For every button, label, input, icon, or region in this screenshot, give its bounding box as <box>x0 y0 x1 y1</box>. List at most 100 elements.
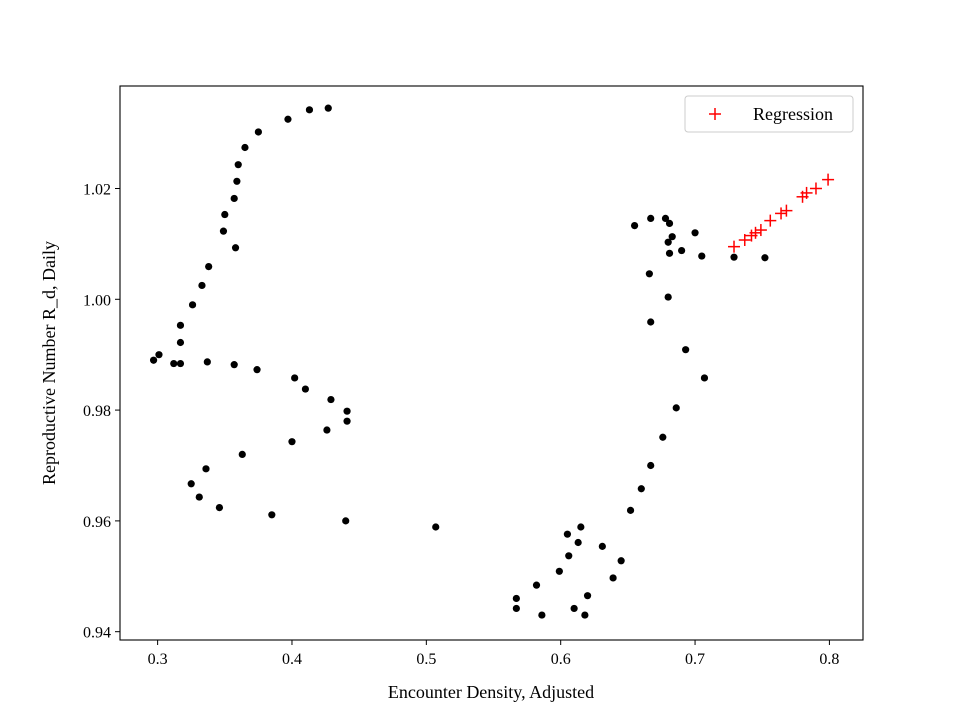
data-point <box>583 592 592 600</box>
data-point <box>324 104 332 112</box>
data-point <box>288 438 296 446</box>
regression-point <box>809 182 822 195</box>
data-point <box>565 552 573 560</box>
data-point <box>343 407 351 415</box>
y-axis-label: Reproductive Number R_d, Daily <box>39 241 59 485</box>
legend-box <box>684 95 854 133</box>
data-point <box>682 346 690 354</box>
data-point <box>170 359 178 368</box>
data-point <box>659 433 667 441</box>
regression-point <box>749 226 762 239</box>
x-axis: 0.3 0.4 0.5 0.6 0.7 0.8 <box>148 640 839 668</box>
data-point <box>563 530 572 538</box>
regression-point <box>764 214 777 227</box>
data-point <box>284 115 292 123</box>
y-tick-label: 0.98 <box>83 403 111 420</box>
y-tick-label: 0.96 <box>83 514 111 531</box>
data-point <box>187 480 195 488</box>
data-point <box>532 581 541 589</box>
data-point <box>188 301 197 309</box>
data-point <box>698 252 706 260</box>
data-point <box>647 318 655 326</box>
data-point <box>668 233 676 241</box>
data-point <box>291 374 299 382</box>
x-axis-label: Encounter Density, Adjusted <box>388 682 594 702</box>
x-tick-label: 0.4 <box>282 651 302 668</box>
data-point <box>323 426 331 434</box>
data-point <box>512 594 520 603</box>
data-point <box>202 465 210 473</box>
data-point <box>630 222 639 230</box>
data-point <box>645 270 653 278</box>
data-point <box>176 338 185 347</box>
x-tick-label: 0.7 <box>685 651 705 668</box>
data-point <box>665 249 674 257</box>
data-point <box>598 542 606 550</box>
legend: Regression <box>684 95 854 133</box>
data-point <box>205 263 213 271</box>
data-point <box>305 106 314 114</box>
data-point <box>761 254 769 262</box>
data-point <box>617 557 625 565</box>
data-point <box>233 177 241 185</box>
data-point <box>661 214 670 223</box>
data-point <box>343 417 351 425</box>
regression-point <box>822 173 835 186</box>
y-tick-label: 1.02 <box>83 181 111 198</box>
data-point <box>637 485 645 493</box>
data-point <box>230 194 238 203</box>
data-point <box>665 219 674 227</box>
data-point <box>577 523 585 531</box>
data-point <box>155 351 163 359</box>
data-point <box>149 356 158 364</box>
data-point <box>327 395 335 404</box>
data-point <box>570 604 578 613</box>
data-point <box>241 143 249 152</box>
data-point <box>254 128 262 136</box>
data-point <box>176 359 185 368</box>
data-point <box>176 321 185 329</box>
regression-point <box>800 186 813 199</box>
data-point <box>238 450 246 459</box>
x-tick-label: 0.8 <box>819 651 839 668</box>
data-point <box>538 611 546 619</box>
data-point <box>678 246 686 255</box>
data-point <box>647 461 655 470</box>
data-point <box>203 358 211 366</box>
data-point <box>664 293 672 301</box>
plot-frame <box>119 85 864 641</box>
regression-point <box>738 234 751 247</box>
regression-point <box>728 240 741 253</box>
data-point <box>219 227 228 235</box>
x-tick-label: 0.5 <box>416 651 436 668</box>
data-point <box>574 538 582 547</box>
data-point <box>253 366 261 374</box>
data-point <box>230 361 238 369</box>
legend-marker-regression <box>709 108 721 120</box>
data-point <box>234 161 242 169</box>
data-point <box>581 611 589 619</box>
y-axis: 0.94 0.96 0.98 1.00 1.02 <box>83 181 120 642</box>
plot-marks <box>149 104 835 619</box>
data-point <box>609 574 617 582</box>
data-point <box>691 229 699 237</box>
data-point <box>195 493 203 501</box>
legend-label-regression: Regression <box>753 104 833 124</box>
data-point <box>342 517 350 525</box>
data-point <box>555 567 563 575</box>
data-point <box>198 281 206 290</box>
data-point <box>626 506 635 514</box>
data-point <box>700 374 709 382</box>
data-point <box>231 244 240 252</box>
data-point <box>672 404 680 412</box>
data-point <box>512 604 520 613</box>
data-point <box>647 214 655 223</box>
data-point <box>268 511 276 519</box>
x-tick-label: 0.6 <box>551 651 571 668</box>
data-point <box>215 503 224 512</box>
data-point <box>301 385 310 393</box>
x-tick-label: 0.3 <box>148 651 168 668</box>
y-tick-label: 1.00 <box>83 292 111 309</box>
